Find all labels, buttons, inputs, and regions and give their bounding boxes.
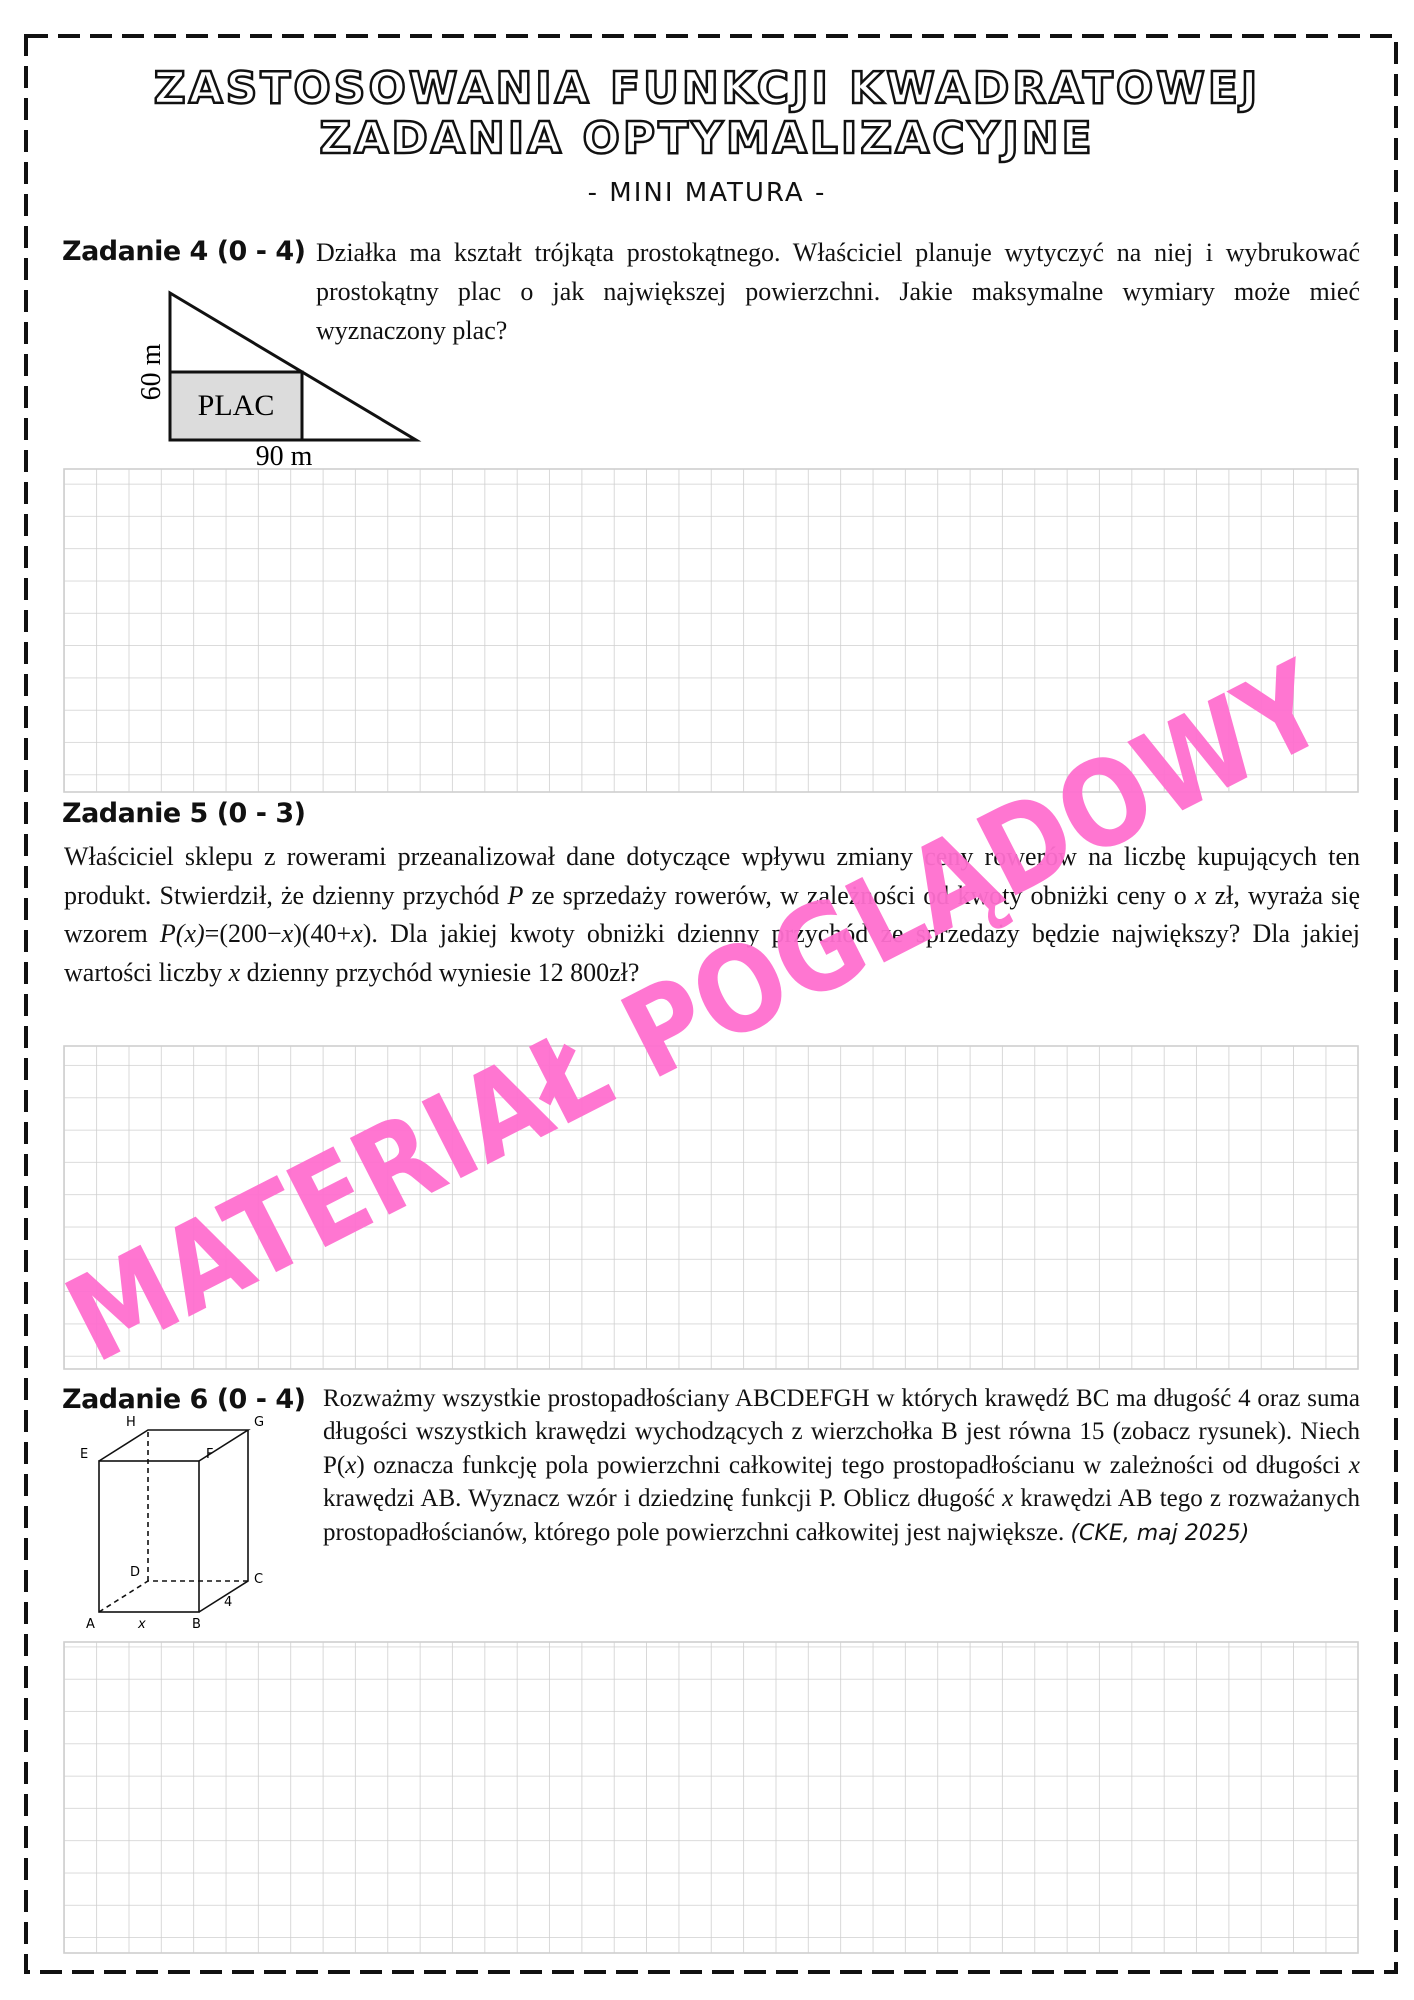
text-segment: P(x): [159, 919, 205, 948]
text-segment: x: [351, 919, 363, 948]
vertex-label: A: [86, 1617, 95, 1632]
task-label: Zadanie 4 (0 - 4): [62, 236, 306, 267]
text-segment: x: [228, 957, 241, 987]
text-segment: dzienny przychód wyniesie 12 800zł?: [240, 957, 640, 987]
text-segment: P: [507, 880, 524, 910]
vertex-label: D: [130, 1565, 140, 1580]
text-segment: x: [1002, 1485, 1014, 1513]
triangle-figure: [168, 290, 422, 442]
vertex-label: G: [254, 1415, 264, 1430]
answer-grid: [63, 1045, 1359, 1370]
height-label: 60 m: [136, 343, 167, 400]
text-segment: Rozważmy wszystkie prostopadłościany ABC…: [323, 1385, 1360, 1479]
text-segment: Działka ma kształt trójkąta prostokątneg…: [316, 238, 1360, 345]
text-segment: Właściciel sklepu z rowerami przeanalizo…: [64, 842, 1360, 910]
subtitle: - MINI MATURA -: [587, 178, 827, 208]
cuboid-figure: [98, 1429, 251, 1613]
text-segment: krawędzi AB tego z rozważanych prostopad…: [323, 1485, 1361, 1546]
area-label: PLAC: [198, 389, 275, 422]
text-segment: x: [1348, 1451, 1360, 1479]
text-segment: ze sprzedaży rowerów, w zależności od kw…: [523, 880, 1195, 910]
text-segment: =(200−: [204, 919, 282, 948]
task-label: Zadanie 6 (0 - 4): [62, 1384, 306, 1415]
page-border: [24, 34, 1398, 1974]
edge-label: x: [137, 1617, 146, 1632]
edge-label: 4: [224, 1595, 232, 1610]
width-label: 90 m: [256, 441, 313, 472]
text-segment: x: [281, 919, 294, 948]
text-segment: ) oznacza funkcję pola powierzchni całko…: [356, 1451, 1349, 1479]
text-segment: krawędzi AB. Wyznacz wzór i dziedzinę fu…: [323, 1485, 1003, 1513]
text-segment: ). Dla jakiej kwoty obniżki dzienny przy…: [64, 919, 1360, 987]
task-label: Zadanie 5 (0 - 3): [62, 798, 306, 829]
answer-grid: [63, 1641, 1359, 1954]
vertex-label: B: [192, 1617, 201, 1632]
text-segment: x: [345, 1451, 357, 1479]
answer-grid: [63, 468, 1359, 793]
text-segment: x: [1194, 880, 1207, 910]
task-text: Rozważmy wszystkie prostopadłościany ABC…: [323, 1382, 1360, 1550]
vertex-label: E: [80, 1447, 88, 1462]
title-line: ZADANIA OPTYMALIZACYJNE: [318, 112, 1095, 165]
vertex-label: H: [126, 1415, 136, 1430]
source: (CKE, maj 2025): [1070, 1520, 1250, 1546]
vertex-label: C: [254, 1572, 263, 1587]
title-line: ZASTOSOWANIA FUNKCJI KWADRATOWEJ: [152, 62, 1261, 115]
text-segment: zł, wyraża się wzorem: [64, 880, 1360, 949]
text-segment: )(40+: [293, 919, 352, 948]
cuboid-labels: A B C D E F G H x 4: [80, 1415, 264, 1632]
task-text: Działka ma kształt trójkąta prostokątneg…: [316, 233, 1360, 350]
vertex-label: F: [206, 1447, 213, 1462]
task-text: Właściciel sklepu z rowerami przeanalizo…: [64, 838, 1360, 992]
